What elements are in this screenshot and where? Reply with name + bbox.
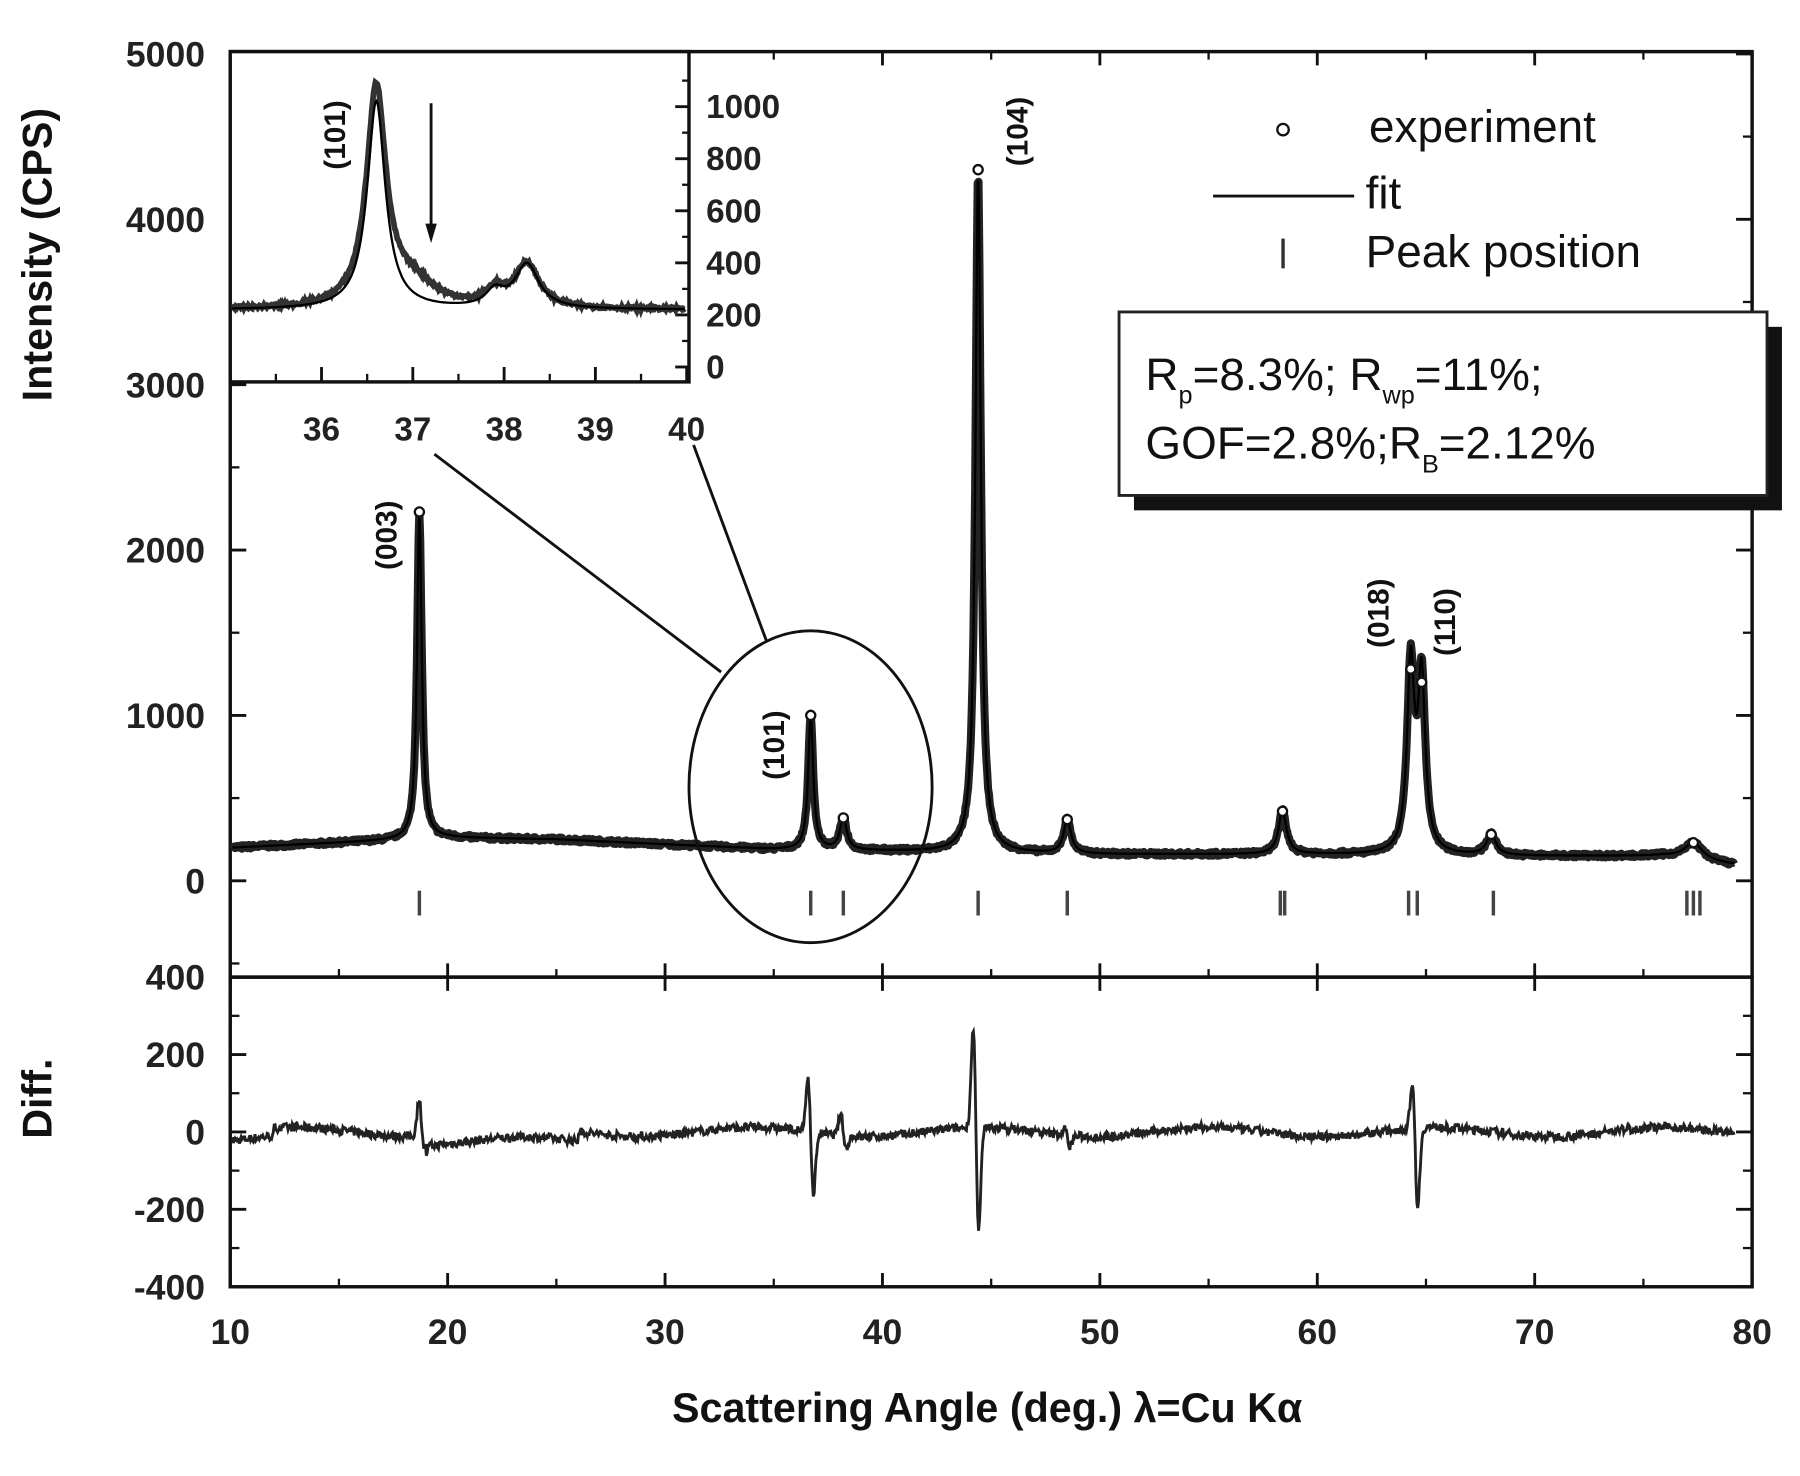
inset-plot: 36 37 38 39 400 200 400 600 800 1000 (230, 77, 780, 448)
x-tick-label: 10 (210, 1312, 250, 1352)
fit-series (232, 180, 1735, 865)
y-tick-label: 5000 (126, 35, 205, 75)
experiment-point (1687, 837, 1700, 849)
legend-peak-position-label: Peak position (1366, 225, 1641, 277)
experiment-point (1485, 828, 1497, 841)
legend-experiment-label: experiment (1369, 100, 1596, 152)
x-tick-label: 70 (1515, 1312, 1555, 1352)
legend-experiment-marker (1276, 122, 1290, 137)
experiment-point (1405, 663, 1417, 675)
hkl-label-003: (003) (371, 500, 404, 570)
diff-y-tick-label: 0 (185, 1113, 205, 1153)
difference-series (230, 1026, 1736, 1231)
x-tick-label: 80 (1732, 1312, 1772, 1352)
x-tick-label: 40 (863, 1312, 903, 1352)
inset-y-tick-label: 600 (706, 193, 761, 230)
inset-x-tick-label: 40 (668, 411, 705, 448)
diff-plot: -400 -200 0 200 400 (134, 958, 1753, 1307)
stats-line-1: Rp=8.3%; Rwp=11%; (1145, 348, 1542, 410)
experiment-point (1061, 813, 1073, 826)
experiment-point (1276, 805, 1289, 818)
stats-box (1117, 310, 1769, 497)
legend: experiment fit Peak position (1213, 100, 1641, 277)
experiment-point (413, 506, 426, 518)
inset-y-tick-label: 400 (706, 245, 761, 282)
y-tick-label: 2000 (126, 531, 205, 571)
inset-y-tick-label: 0 (706, 349, 725, 386)
y-tick-label: 0 (185, 861, 205, 901)
zoom-connector-left (433, 453, 722, 674)
diff-y-tick-label: 400 (146, 958, 205, 998)
stats-line-2: GOF=2.8%;RB=2.12% (1145, 417, 1595, 479)
diff-y-axis-title: Diff. (14, 1059, 60, 1139)
refinement-stats-box: Rp=8.3%; Rwp=11%; GOF=2.8%;RB=2.12% (1117, 310, 1782, 511)
diff-y-tick-label: 200 (146, 1035, 205, 1075)
inset-y-tick-label: 1000 (706, 89, 780, 126)
inset-frame (228, 49, 691, 384)
inset-x-tick-label: 38 (486, 411, 523, 448)
diff-plot-frame (228, 975, 1754, 1289)
hkl-label-101: (101) (758, 710, 791, 780)
hkl-label-110: (110) (1429, 588, 1462, 656)
y-axis-title: Intensity (CPS) (14, 108, 60, 401)
diff-y-tick-label: -200 (134, 1190, 205, 1230)
inset-fit-series (232, 98, 685, 311)
x-tick-label: 60 (1298, 1312, 1338, 1352)
experiment-point (1415, 676, 1428, 689)
hkl-label-018: (018) (1363, 578, 1396, 648)
zoom-ellipse (687, 629, 934, 945)
y-tick-label: 3000 (126, 365, 205, 405)
inset-x-tick-label: 36 (303, 411, 340, 448)
experiment-point (804, 709, 817, 722)
inset-x-tick-label: 37 (394, 411, 431, 448)
x-tick-label: 30 (645, 1312, 685, 1352)
x-tick-label: 20 (428, 1312, 468, 1352)
x-axis-title: Scattering Angle (deg.) λ=Cu Kα (672, 1385, 1302, 1431)
legend-fit-label: fit (1366, 167, 1402, 219)
diff-y-tick-label: -400 (134, 1267, 205, 1307)
inset-y-tick-label: 200 (706, 297, 761, 334)
x-tick-label: 50 (1080, 1312, 1120, 1352)
experiment-point (972, 163, 984, 176)
hkl-label-104: (104) (1001, 97, 1034, 167)
inset-x-tick-label: 39 (577, 411, 614, 448)
inset-arrowhead-icon (425, 223, 437, 244)
y-tick-label: 4000 (126, 200, 205, 240)
inset-hkl-label: (101) (319, 100, 352, 170)
experiment-point (837, 812, 850, 824)
y-tick-label: 1000 (126, 696, 205, 736)
zoom-connector-right (692, 444, 769, 643)
inset-y-tick-label: 800 (706, 141, 761, 178)
